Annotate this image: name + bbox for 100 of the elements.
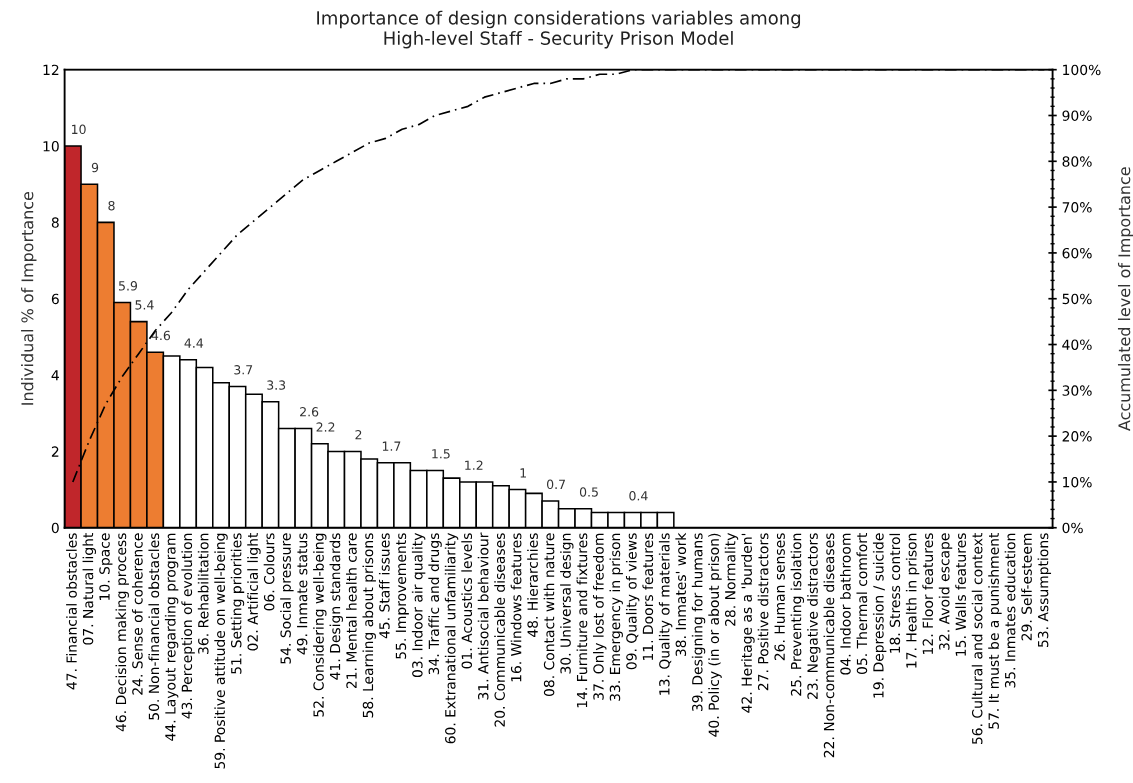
data-label: 0.5 [579, 487, 598, 497]
x-tick-label: 08. Contact with nature [543, 533, 555, 697]
y2-tick-label: 100% [1063, 64, 1101, 76]
x-tick-label: 57. It must be a punishment [988, 532, 1002, 729]
x-tick-label: 23. Negative distractors [807, 533, 821, 699]
x-tick-label: 51. Setting priorities [230, 533, 245, 674]
x-tick-label: 58. Learning about prisons [362, 533, 376, 718]
x-tick-label: 49. Inmate status [296, 533, 308, 655]
data-label: 5.9 [119, 281, 138, 291]
data-label: 10 [72, 124, 86, 135]
data-label: 4.6 [151, 330, 171, 341]
x-tick-label: 44. Layout regarding program [164, 533, 179, 741]
x-tick-label: 32. Avoid escape [938, 533, 953, 650]
x-tick-label: 42. Heritage as a 'burden' [741, 533, 755, 713]
data-label: 1 [520, 468, 526, 478]
y2-tick-label: 30% [1062, 385, 1092, 396]
x-tick-label: 54. Social pressure [280, 533, 294, 664]
x-tick-label: 35. Inmates education [1004, 533, 1016, 688]
x-tick-label: 59. Positive attitude on well-being [214, 533, 228, 769]
x-tick-label: 07. Natural light [82, 532, 96, 645]
x-tick-label: 21. Mental health care [346, 533, 357, 689]
data-label: 1.5 [432, 449, 450, 459]
x-tick-label: 53. Assumptions [1037, 533, 1052, 647]
x-tick-label: 50. Non-financial obstacles [148, 533, 160, 720]
y2-tick-label: 50% [1062, 293, 1092, 305]
x-tick-label: 14. Furniture and fixtures [576, 533, 588, 708]
y-axis-title: Individual % of Importance [21, 192, 37, 405]
x-tick-label: 15. Walls features [955, 533, 967, 656]
x-tick-label: 31. Antisocial behaviour [477, 532, 489, 700]
x-tick-label: 46. Decision making process [115, 533, 129, 732]
y-tick-label: 0 [51, 522, 59, 534]
x-tick-label: 30. Universal design [560, 533, 574, 674]
x-tick-label: 56. Cultural and social context [971, 532, 983, 745]
x-tick-label: 16. Windows features [510, 533, 522, 682]
y2-tick-label: 60% [1062, 247, 1092, 259]
y-tick-label: 12 [43, 64, 59, 75]
y-tick-label: 6 [51, 293, 59, 305]
x-tick-label: 41. Design standards [329, 533, 343, 680]
x-tick-label: 01. Acoustics levels [461, 533, 473, 669]
x-tick-label: 25. Preventing isolation [790, 533, 805, 696]
data-label: 5.4 [135, 300, 154, 310]
x-tick-label: 37. Only lost of freedom [593, 533, 607, 700]
x-tick-label: 60. Extranational unfamiliarity [444, 533, 459, 744]
x-tick-label: 26. Human senses [774, 533, 785, 661]
x-tick-label: 40. Policy (in or about prison) [708, 533, 722, 737]
x-tick-label: 19. Depression / suicide [872, 533, 887, 698]
x-tick-label: 18. Stress control [889, 533, 901, 653]
x-tick-label: 27. Positive distractors [757, 533, 769, 691]
y2-tick-label: 40% [1062, 339, 1092, 350]
x-tick-label: 29. Self-esteem [1021, 533, 1032, 641]
data-label: 8 [108, 200, 115, 211]
y-tick-label: 10 [43, 141, 59, 152]
x-tick-label: 38. Inmates' work [675, 532, 687, 657]
x-tick-label: 36. Rehabilitation [197, 533, 209, 654]
data-label: 1.7 [382, 441, 401, 451]
data-label: 2.6 [300, 407, 319, 417]
x-tick-label: 22. Non-communicable diseases [823, 533, 835, 758]
data-label: 2.2 [316, 422, 335, 432]
x-tick-label: 17. Health in prison [905, 533, 920, 668]
y-tick-label: 4 [51, 370, 59, 381]
data-label: 9 [91, 162, 99, 173]
y2-axis-title: Accumulated level of Importance [1117, 167, 1133, 431]
y-tick-label: 8 [51, 217, 59, 228]
y-tick-label: 2 [51, 446, 59, 457]
x-tick-label: 13. Quality of materials [658, 533, 673, 695]
x-tick-label: 06. Colours [263, 533, 275, 611]
x-tick-label: 55. Improvements [395, 533, 409, 659]
x-tick-label: 43. Perception of evolution [181, 533, 195, 719]
data-label: 0.7 [546, 479, 565, 490]
x-tick-label: 04. Indoor bathroom [840, 533, 851, 675]
x-tick-label: 11. Doors features [642, 533, 654, 660]
data-label: 1.2 [465, 460, 483, 470]
x-tick-label: 33. Emergency in prison [609, 533, 623, 701]
x-tick-label: 24. Sense of coherence [131, 533, 143, 695]
y2-tick-label: 80% [1062, 156, 1092, 167]
data-label: 2 [355, 429, 362, 440]
x-tick-label: 45. Staff issues [378, 533, 390, 639]
data-label: 4.4 [184, 338, 204, 348]
x-tick-label: 09. Quality of views [625, 533, 640, 670]
chart-title: Importance of design considerations variables among High-level Staff - Security Prison Model [317, 10, 801, 49]
y2-tick-label: 0% [1062, 522, 1083, 534]
x-tick-label: 20. Communicable diseases [494, 533, 505, 727]
x-tick-label: 48. Hierarchies [527, 533, 538, 637]
data-label: 0.4 [629, 491, 648, 501]
x-tick-label: 39. Designing for humans [691, 533, 706, 712]
y2-tick-label: 70% [1062, 202, 1092, 213]
x-tick-label: 47. Financial obstacles [66, 533, 77, 690]
y2-tick-label: 10% [1063, 476, 1092, 488]
x-tick-label: 02. Artificial light [247, 532, 261, 651]
data-label: 3.3 [267, 380, 286, 390]
data-label: 3.7 [234, 365, 253, 375]
y2-tick-label: 90% [1062, 110, 1092, 121]
x-tick-label: 03. Indoor air quality [411, 533, 426, 678]
x-tick-label: 52. Considering well-being [313, 533, 327, 717]
x-tick-label: 28. Normality [724, 533, 739, 626]
x-tick-label: 10. Space [99, 533, 113, 600]
x-tick-label: 12. Floor features [922, 533, 934, 654]
x-tick-label: 05. Thermal comfort [856, 532, 868, 675]
y2-tick-label: 20% [1062, 431, 1092, 442]
x-tick-label: 34. Traffic and drugs [428, 533, 442, 675]
